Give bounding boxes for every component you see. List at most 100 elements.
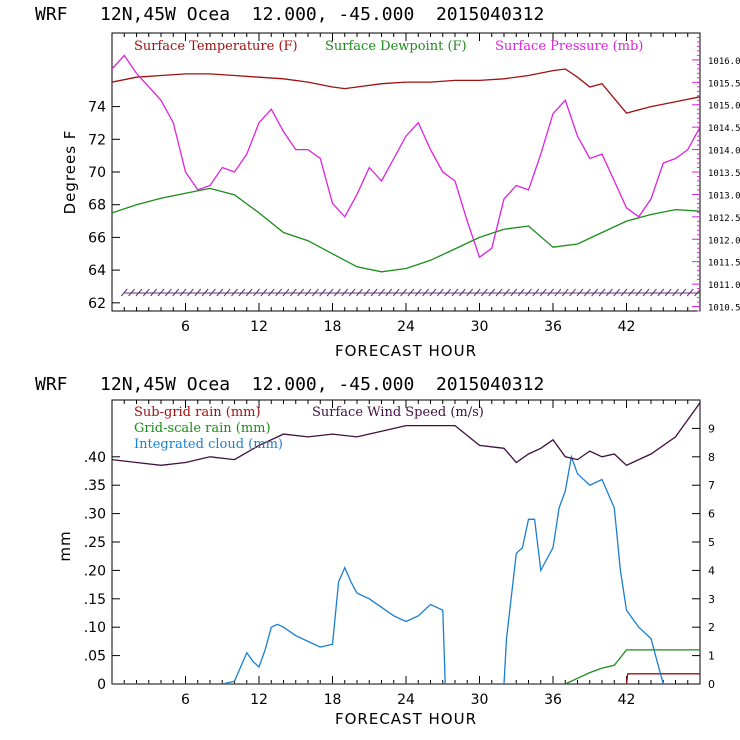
wind-barb — [620, 288, 628, 297]
wind-barb — [503, 288, 510, 297]
wind-barb — [187, 288, 194, 297]
y2-tick-label: 1012.5 — [708, 214, 740, 224]
top-plot-frame — [111, 32, 701, 312]
wind-barb — [289, 288, 297, 297]
y2-tick-label: 1015.5 — [708, 79, 740, 89]
series-line-grid-scale-rain-mm — [112, 649, 700, 684]
y2-tick-label: 1011.0 — [708, 281, 740, 291]
y2-tick-label: 2 — [708, 621, 715, 634]
y-tick-label: 74 — [88, 100, 106, 116]
y2-tick-label: 8 — [708, 451, 715, 464]
wind-barb — [591, 288, 599, 297]
wind-barb — [142, 288, 150, 297]
wind-barb — [576, 288, 584, 297]
legend-subgrid-rain: Sub-grid rain (mm) — [134, 405, 261, 420]
wind-barb — [473, 288, 481, 297]
y2-tick-label: 1 — [708, 650, 715, 663]
wind-barb — [201, 288, 209, 297]
wind-barb — [164, 288, 172, 297]
wind-barb — [135, 288, 143, 297]
bottom-x-axis-label: FORECAST HOUR — [335, 710, 477, 728]
y2-tick-label: 9 — [708, 422, 715, 435]
y-tick-label: 0 — [97, 677, 106, 693]
top-panel-title: WRF 12N,45W Ocea 12.000, -45.000 2015040… — [35, 4, 544, 25]
y-tick-label: 70 — [88, 165, 106, 181]
wind-barb — [664, 288, 672, 297]
wind-barb — [385, 288, 393, 297]
y2-tick-label: 1014.0 — [708, 147, 740, 157]
wind-barb — [209, 288, 216, 297]
x-tick-label: 12 — [250, 319, 268, 335]
legend-surface-wind-speed: Surface Wind Speed (m/s) — [312, 405, 484, 420]
wind-barb — [686, 288, 694, 297]
bottom-y-axis-label: mm — [56, 530, 74, 561]
wind-barb — [635, 288, 643, 297]
top-plot: 6 12 18 24 30 36 42 62 64 66 68 70 72 74 1010.5 1011.0 1… — [88, 33, 740, 335]
wind-barb — [694, 288, 700, 297]
wind-barb — [458, 288, 466, 297]
wind-barb — [605, 288, 613, 297]
y2-tick-label: 5 — [708, 536, 715, 549]
y-tick-label: .30 — [84, 507, 106, 523]
wind-barb — [378, 288, 385, 297]
wind-barb — [282, 288, 290, 297]
wind-barb — [422, 288, 429, 297]
top-y-axis-label: Degrees F — [61, 130, 79, 215]
wind-barb — [297, 288, 305, 297]
wind-barb — [260, 288, 268, 297]
y-tick-label: .40 — [84, 450, 106, 466]
x-tick-label: 30 — [471, 319, 489, 335]
x-tick-label: 42 — [618, 692, 636, 708]
plot-series-group — [112, 402, 700, 684]
series-line-sub-grid-rain-mm — [112, 673, 700, 684]
y-tick-label: 64 — [88, 263, 106, 279]
y2-tick-label: 1016.0 — [708, 57, 740, 67]
wind-barb — [598, 288, 606, 297]
wind-barb — [657, 288, 665, 297]
wind-barb — [466, 288, 474, 297]
x-tick-label: 6 — [181, 692, 190, 708]
x-tick-label: 18 — [324, 692, 342, 708]
wind-barb — [407, 288, 415, 297]
y-tick-label: .25 — [84, 535, 106, 551]
y2-tick-label: 6 — [708, 508, 715, 521]
legend-integrated-cloud: Integrated cloud (mm) — [134, 437, 283, 452]
y2-tick-label: 4 — [708, 564, 715, 577]
wind-barb — [451, 288, 459, 297]
x-tick-label: 42 — [618, 319, 636, 335]
y-tick-label: .05 — [84, 649, 106, 665]
wind-barb — [150, 288, 158, 297]
wind-barb — [525, 288, 532, 297]
wind-barb — [517, 288, 525, 297]
y-tick-label: 68 — [88, 198, 106, 214]
wind-barb — [348, 288, 356, 297]
wind-barb — [429, 288, 437, 297]
wind-barb — [400, 288, 407, 297]
wind-barb — [363, 288, 371, 297]
wind-barb — [488, 288, 496, 297]
wind-barb — [481, 288, 488, 297]
x-tick-label: 36 — [544, 319, 562, 335]
wind-barb — [370, 288, 378, 297]
y-tick-label: 66 — [88, 230, 106, 246]
wind-barb — [532, 288, 540, 297]
y2-tick-label: 1014.5 — [708, 124, 740, 134]
bottom-panel-title: WRF 12N,45W Ocea 12.000, -45.000 2015040… — [35, 374, 544, 395]
wind-barb — [642, 288, 650, 297]
series-line-surface-pressure-mb — [112, 54, 700, 259]
wind-barb — [216, 288, 224, 297]
wind-barb — [436, 288, 444, 297]
y-tick-label: 72 — [88, 132, 106, 148]
wind-barb — [253, 288, 260, 297]
wind-barb — [157, 288, 165, 297]
wind-barb — [554, 288, 562, 297]
wind-barb — [172, 288, 180, 297]
legend-surface-dewpoint: Surface Dewpoint (F) — [325, 39, 467, 54]
y2-tick-label: 1010.5 — [708, 304, 740, 314]
y2-tick-label: 1013.5 — [708, 169, 740, 179]
y2-tick-label: 0 — [708, 678, 715, 691]
y2-tick-label: 1013.0 — [708, 191, 740, 201]
x-tick-label: 12 — [250, 692, 268, 708]
wind-barb — [510, 288, 518, 297]
